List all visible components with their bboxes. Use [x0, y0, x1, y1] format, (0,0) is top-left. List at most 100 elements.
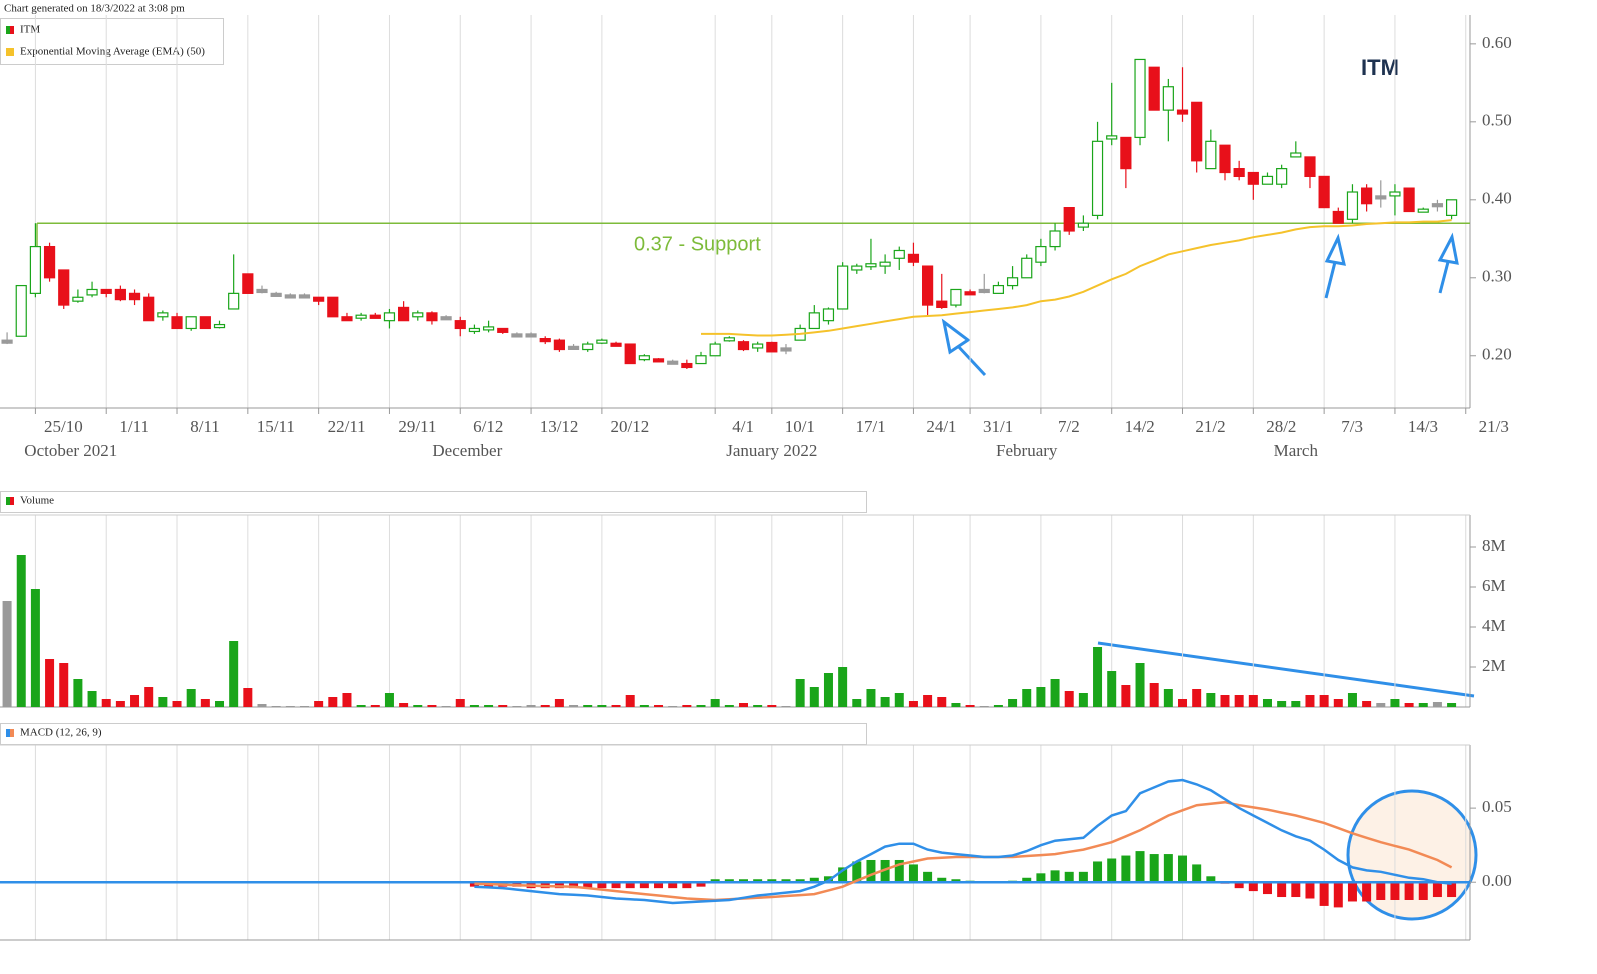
candle-body	[1403, 187, 1415, 213]
volume-bar	[455, 699, 465, 707]
legend-swatch	[6, 26, 10, 34]
macd-histogram-bar	[1333, 882, 1343, 908]
volume-bar	[1277, 701, 1287, 707]
legend-swatch	[10, 497, 14, 505]
candle-body	[1261, 175, 1274, 185]
volume-bar	[271, 706, 281, 707]
volume-bar	[399, 703, 409, 707]
support-label: 0.37 - Support	[634, 233, 761, 255]
volume-bar	[243, 688, 253, 707]
candle-body	[582, 343, 594, 351]
macd-histogram-bar	[724, 879, 734, 883]
candle-body	[1346, 191, 1359, 220]
candle-body	[907, 253, 920, 263]
arrow-head	[941, 318, 971, 355]
volume-bar	[87, 691, 97, 707]
candle-body	[681, 362, 693, 369]
candle-body	[440, 316, 452, 321]
macd-histogram-bar	[1432, 882, 1442, 898]
macd-histogram-bar	[951, 879, 961, 883]
candle-body	[1304, 156, 1316, 178]
volume-bar	[1376, 703, 1386, 707]
macd-histogram-bar	[682, 882, 692, 889]
candle-body	[1091, 140, 1104, 216]
macd-histogram-bar	[1418, 882, 1428, 900]
candle-body	[114, 288, 126, 301]
x-tick-label: 1/11	[119, 417, 149, 436]
volume-bar	[1064, 691, 1074, 707]
macd-histogram-bar	[1064, 871, 1074, 883]
candle-body	[1290, 152, 1302, 158]
macd-histogram-bar	[1447, 882, 1457, 898]
candle-body	[100, 288, 112, 294]
candle-body	[383, 312, 396, 322]
volume-bar	[654, 705, 664, 707]
arrow	[1438, 261, 1450, 294]
candle-body	[1389, 191, 1401, 197]
volume-bar	[597, 705, 607, 707]
volume-bar	[639, 705, 649, 707]
macd-histogram-bar	[1347, 882, 1357, 902]
volume-bar	[569, 705, 579, 707]
volume-bar	[540, 705, 550, 707]
macd-histogram-bar	[738, 879, 748, 883]
volume-bar	[512, 706, 522, 707]
legend-label: Volume	[20, 495, 54, 507]
legend	[0, 18, 224, 65]
volume-bar	[1362, 701, 1372, 707]
volume-bar	[583, 705, 593, 707]
arrow-head	[1437, 232, 1459, 265]
volume-bar	[59, 663, 69, 707]
macd-histogram-bar	[583, 882, 593, 889]
macd-histogram-bar	[1234, 882, 1244, 889]
volume-bar	[1036, 687, 1046, 707]
candle-body	[1162, 86, 1174, 111]
volume-bar	[1050, 679, 1060, 707]
macd-histogram-bar	[710, 879, 720, 883]
candle-body	[851, 265, 863, 271]
macd-histogram-bar	[1163, 854, 1173, 883]
volume-bar	[1291, 701, 1301, 707]
volume-bar	[30, 589, 40, 707]
x-tick-label: 21/2	[1195, 417, 1225, 436]
volume-bar	[16, 555, 26, 707]
candle-body	[950, 288, 962, 306]
candle-body	[128, 292, 141, 301]
macd-histogram-bar	[809, 877, 819, 883]
macd-histogram-bar	[753, 879, 763, 883]
candle-body	[454, 320, 466, 330]
legend-label: MACD (12, 26, 9)	[20, 727, 102, 739]
volume-bar	[1432, 702, 1442, 707]
y-tick-label: 0.60	[1482, 33, 1512, 52]
candle-body	[1134, 58, 1146, 139]
volume-bar	[45, 659, 55, 707]
candle-body	[1318, 175, 1330, 209]
month-label: October 2021	[24, 441, 117, 460]
macd-histogram-bar	[767, 879, 777, 883]
macd-histogram-bar	[654, 882, 664, 889]
volume-bar	[795, 679, 805, 707]
x-tick-label: 29/11	[398, 417, 436, 436]
x-tick-label: 7/3	[1341, 417, 1363, 436]
volume-bar	[498, 705, 508, 707]
volume-bar	[1107, 671, 1117, 707]
candle-body	[865, 263, 877, 268]
volume-bar	[427, 705, 437, 707]
candle-body	[1417, 208, 1429, 213]
macd-histogram-bar	[1277, 882, 1287, 898]
volume-bar	[611, 705, 621, 707]
volume-bar	[200, 699, 210, 707]
candle-body	[723, 337, 735, 342]
candle-body	[86, 288, 98, 296]
candle-body	[369, 314, 381, 319]
candle-body	[1106, 135, 1118, 140]
macd-histogram-bar	[1248, 882, 1258, 892]
volume-bar	[852, 699, 862, 707]
macd-histogram-bar	[866, 859, 876, 883]
volume-bar	[894, 693, 904, 707]
volume-bar	[384, 693, 394, 707]
legend-swatch	[6, 729, 10, 737]
macd-histogram-bar	[569, 882, 579, 889]
